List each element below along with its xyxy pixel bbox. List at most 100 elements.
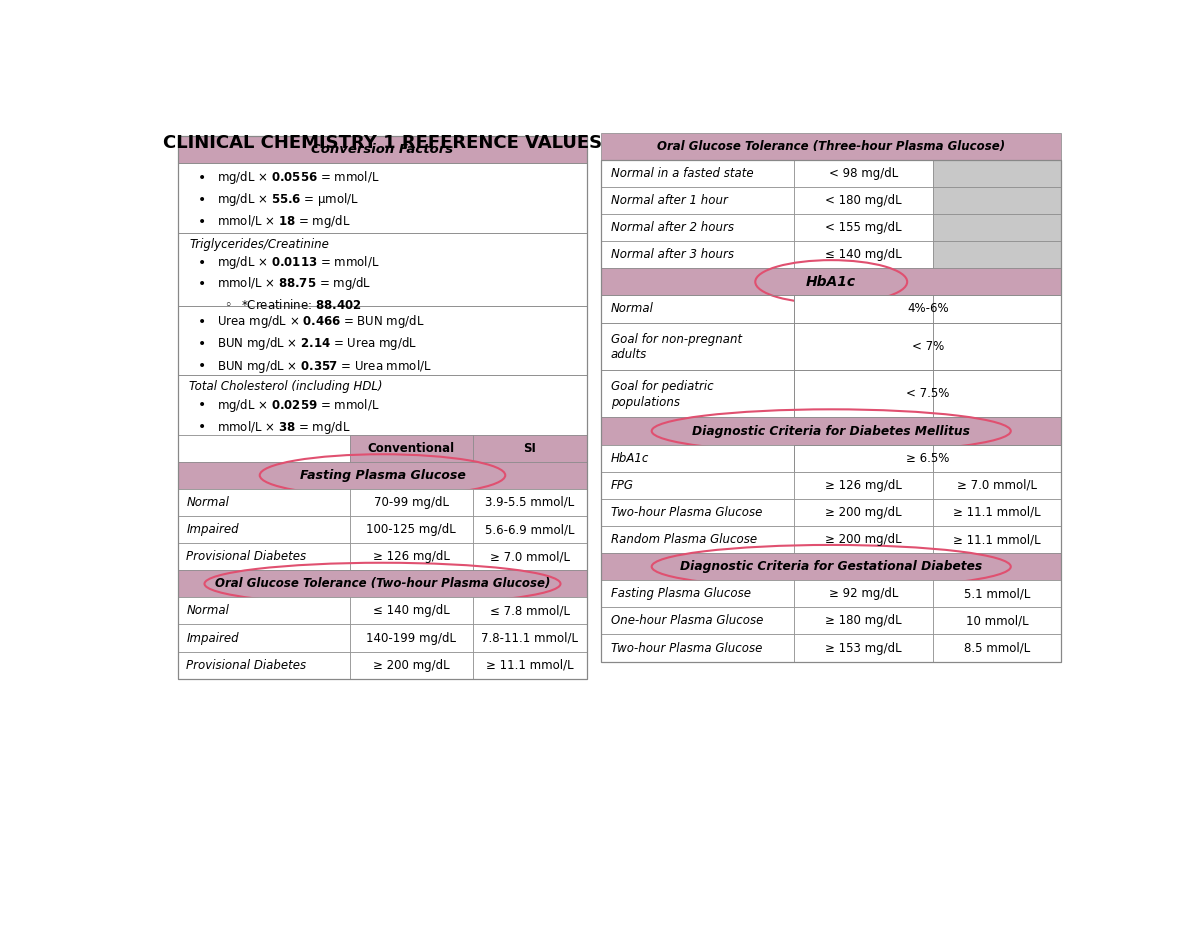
Text: 5.1 mmol/L: 5.1 mmol/L [964,588,1030,601]
FancyBboxPatch shape [794,526,932,553]
FancyBboxPatch shape [794,472,932,499]
Text: Triglycerides/Creatinine: Triglycerides/Creatinine [190,237,329,250]
FancyBboxPatch shape [932,607,1062,634]
FancyBboxPatch shape [178,462,587,489]
Text: 8.5 mmol/L: 8.5 mmol/L [964,641,1030,654]
Text: •: • [198,193,206,207]
FancyBboxPatch shape [932,159,1062,187]
Text: ≤ 140 mg/dL: ≤ 140 mg/dL [826,248,902,261]
Text: Provisional Diabetes: Provisional Diabetes [186,550,307,563]
Text: ≥ 200 mg/dL: ≥ 200 mg/dL [826,533,901,546]
FancyBboxPatch shape [794,323,1062,370]
Text: ≤ 7.8 mmol/L: ≤ 7.8 mmol/L [490,604,570,617]
Text: ≥ 200 mg/dL: ≥ 200 mg/dL [373,659,450,672]
Text: Goal for non-pregnant: Goal for non-pregnant [611,333,742,346]
Text: 4%-6%: 4%-6% [907,302,949,315]
FancyBboxPatch shape [349,625,473,652]
Text: mmol/L × $\mathbf{88.75}$ = mg/dL: mmol/L × $\mathbf{88.75}$ = mg/dL [217,275,371,293]
FancyBboxPatch shape [932,214,1062,241]
FancyBboxPatch shape [794,445,1062,472]
Text: mmol/L × $\mathbf{18}$ = mg/dL: mmol/L × $\mathbf{18}$ = mg/dL [217,213,350,231]
FancyBboxPatch shape [601,553,1062,580]
Text: Normal in a fasted state: Normal in a fasted state [611,167,754,180]
Text: Conversion Factors: Conversion Factors [312,144,454,157]
Text: •: • [198,315,206,329]
Text: ≥ 92 mg/dL: ≥ 92 mg/dL [829,588,898,601]
Text: 100-125 mg/dL: 100-125 mg/dL [366,523,456,536]
Text: •: • [198,256,206,270]
Text: 140-199 mg/dL: 140-199 mg/dL [366,631,456,644]
Text: Goal for pediatric: Goal for pediatric [611,380,713,393]
Text: HbA1c: HbA1c [806,274,857,289]
FancyBboxPatch shape [601,268,1062,296]
Text: BUN mg/dL × $\mathbf{2.14}$ = Urea mg/dL: BUN mg/dL × $\mathbf{2.14}$ = Urea mg/dL [217,336,416,352]
Text: ≥ 126 mg/dL: ≥ 126 mg/dL [826,478,902,491]
Text: 10 mmol/L: 10 mmol/L [966,615,1028,628]
Text: mg/dL × $\mathbf{0.0259}$ = mmol/L: mg/dL × $\mathbf{0.0259}$ = mmol/L [217,397,379,413]
FancyBboxPatch shape [794,296,1062,323]
FancyBboxPatch shape [601,634,794,662]
Text: ≥ 126 mg/dL: ≥ 126 mg/dL [373,550,450,563]
FancyBboxPatch shape [601,445,794,472]
FancyBboxPatch shape [601,417,1062,445]
FancyBboxPatch shape [601,499,794,526]
Text: •: • [198,215,206,229]
Text: Provisional Diabetes: Provisional Diabetes [186,659,307,672]
Text: ≥ 180 mg/dL: ≥ 180 mg/dL [826,615,901,628]
Text: ≥ 153 mg/dL: ≥ 153 mg/dL [826,641,901,654]
FancyBboxPatch shape [601,187,794,214]
FancyBboxPatch shape [794,607,932,634]
Text: Urea mg/dL × $\mathbf{0.466}$ = BUN mg/dL: Urea mg/dL × $\mathbf{0.466}$ = BUN mg/d… [217,313,425,330]
Text: •: • [198,399,206,413]
FancyBboxPatch shape [473,625,587,652]
FancyBboxPatch shape [601,133,1062,159]
Text: Two-hour Plasma Glucose: Two-hour Plasma Glucose [611,506,762,519]
Text: SI: SI [523,441,536,454]
Text: 5.6-6.9 mmol/L: 5.6-6.9 mmol/L [485,523,575,536]
FancyBboxPatch shape [473,435,587,462]
FancyBboxPatch shape [601,241,794,268]
FancyBboxPatch shape [932,634,1062,662]
Text: One-hour Plasma Glucose: One-hour Plasma Glucose [611,615,763,628]
Text: ≥ 11.1 mmol/L: ≥ 11.1 mmol/L [486,659,574,672]
FancyBboxPatch shape [932,526,1062,553]
FancyBboxPatch shape [178,570,587,597]
Text: < 180 mg/dL: < 180 mg/dL [826,194,901,207]
Text: Total Cholesterol (including HDL): Total Cholesterol (including HDL) [190,380,383,393]
Text: Normal after 3 hours: Normal after 3 hours [611,248,733,261]
Text: Two-hour Plasma Glucose: Two-hour Plasma Glucose [611,641,762,654]
FancyBboxPatch shape [349,516,473,543]
Text: CLINICAL CHEMISTRY 1 REFERENCE VALUES: CLINICAL CHEMISTRY 1 REFERENCE VALUES [163,134,602,152]
Text: ≥ 7.0 mmol/L: ≥ 7.0 mmol/L [490,550,570,563]
FancyBboxPatch shape [601,159,794,187]
Text: Oral Glucose Tolerance (Three-hour Plasma Glucose): Oral Glucose Tolerance (Three-hour Plasm… [658,140,1006,153]
Text: *Creatinine: $\mathbf{88.402}$: *Creatinine: $\mathbf{88.402}$ [241,298,361,312]
Text: Normal after 2 hours: Normal after 2 hours [611,221,733,235]
FancyBboxPatch shape [178,489,349,516]
FancyBboxPatch shape [178,543,349,570]
FancyBboxPatch shape [473,516,587,543]
FancyBboxPatch shape [932,580,1062,607]
Text: Fasting Plasma Glucose: Fasting Plasma Glucose [300,469,466,482]
Text: mg/dL $\times$ $\mathbf{0.0556}$ = mmol/L: mg/dL $\times$ $\mathbf{0.0556}$ = mmol/… [217,169,379,186]
Text: Conventional: Conventional [367,441,455,454]
Text: FPG: FPG [611,478,634,491]
FancyBboxPatch shape [932,499,1062,526]
Text: Normal after 1 hour: Normal after 1 hour [611,194,727,207]
Text: Oral Glucose Tolerance (Two-hour Plasma Glucose): Oral Glucose Tolerance (Two-hour Plasma … [215,578,550,590]
Text: Normal: Normal [186,496,229,509]
Text: 7.8-11.1 mmol/L: 7.8-11.1 mmol/L [481,631,578,644]
FancyBboxPatch shape [178,516,349,543]
FancyBboxPatch shape [473,543,587,570]
FancyBboxPatch shape [794,499,932,526]
Text: ≥ 11.1 mmol/L: ≥ 11.1 mmol/L [953,506,1040,519]
FancyBboxPatch shape [601,526,794,553]
FancyBboxPatch shape [178,597,349,625]
Text: ≥ 6.5%: ≥ 6.5% [906,451,949,464]
FancyBboxPatch shape [349,652,473,679]
Text: ≥ 11.1 mmol/L: ≥ 11.1 mmol/L [953,533,1040,546]
FancyBboxPatch shape [794,241,932,268]
Text: Random Plasma Glucose: Random Plasma Glucose [611,533,757,546]
Text: Fasting Plasma Glucose: Fasting Plasma Glucose [611,588,751,601]
Text: Normal: Normal [611,302,654,315]
